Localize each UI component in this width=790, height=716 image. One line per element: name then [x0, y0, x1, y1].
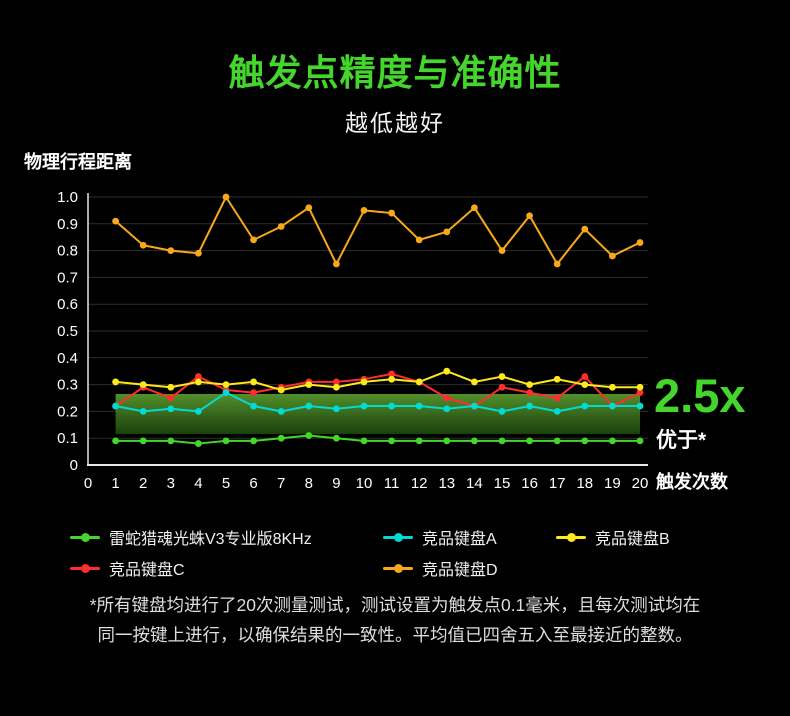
legend-marker-keyboard-d-icon — [383, 563, 413, 573]
svg-text:8: 8 — [305, 475, 313, 492]
svg-text:0.1: 0.1 — [57, 430, 78, 447]
svg-text:1: 1 — [111, 475, 119, 492]
legend-item-razer: 雷蛇猎魂光蛛V3专业版8KHz — [70, 525, 312, 549]
x-axis-title: 触发次数 — [656, 472, 728, 492]
legend-marker-razer-icon — [70, 532, 100, 542]
svg-text:9: 9 — [332, 475, 340, 492]
svg-text:18: 18 — [576, 475, 593, 492]
legend-label-keyboard-c: 竞品键盘C — [109, 562, 185, 579]
highlight-label: 优于* — [656, 429, 707, 452]
highlight-value: 2.5x — [654, 369, 746, 422]
svg-text:20: 20 — [632, 475, 649, 492]
legend-marker-keyboard-c-icon — [70, 563, 100, 573]
footnote-line-1: *所有键盘均进行了20次测量测试，测试设置为触发点0.1毫米，且每次测试均在 — [89, 595, 701, 615]
legend-row-2: 竞品键盘C 竞品键盘D — [0, 556, 790, 580]
svg-text:0.6: 0.6 — [57, 296, 78, 313]
svg-text:15: 15 — [494, 475, 511, 492]
legend-label-razer: 雷蛇猎魂光蛛V3专业版8KHz — [109, 531, 312, 548]
svg-text:6: 6 — [249, 475, 257, 492]
legend-item-keyboard-a: 竞品键盘A — [383, 525, 497, 549]
svg-text:7: 7 — [277, 475, 285, 492]
svg-text:13: 13 — [438, 475, 455, 492]
legend-marker-keyboard-b-icon — [556, 532, 586, 542]
svg-text:0.2: 0.2 — [57, 403, 78, 420]
y-axis-title: 物理行程距离 — [24, 152, 132, 172]
svg-text:0.5: 0.5 — [57, 323, 78, 340]
footnote: *所有键盘均进行了20次测量测试，测试设置为触发点0.1毫米，且每次测试均在 同… — [0, 590, 790, 650]
svg-text:10: 10 — [356, 475, 373, 492]
legend-item-keyboard-c: 竞品键盘C — [70, 556, 185, 580]
legend-label-keyboard-a: 竞品键盘A — [422, 531, 497, 548]
legend-row-1: 雷蛇猎魂光蛛V3专业版8KHz 竞品键盘A 竞品键盘B — [0, 525, 790, 549]
svg-text:2: 2 — [139, 475, 147, 492]
svg-text:5: 5 — [222, 475, 230, 492]
footnote-line-2: 同一按键上进行，以确保结果的一致性。平均值已四舍五入至最接近的整数。 — [97, 625, 693, 645]
svg-text:3: 3 — [167, 475, 175, 492]
svg-text:0.7: 0.7 — [57, 269, 78, 286]
legend-label-keyboard-b: 竞品键盘B — [595, 531, 670, 548]
svg-text:0.9: 0.9 — [57, 216, 78, 233]
legend-item-keyboard-d: 竞品键盘D — [383, 556, 498, 580]
svg-text:17: 17 — [549, 475, 566, 492]
page-subtitle: 越低越好 — [345, 110, 445, 136]
svg-text:0.8: 0.8 — [57, 243, 78, 260]
svg-text:12: 12 — [411, 475, 428, 492]
svg-text:1.0: 1.0 — [57, 189, 78, 206]
svg-text:14: 14 — [466, 475, 483, 492]
svg-text:16: 16 — [521, 475, 538, 492]
svg-text:4: 4 — [194, 475, 202, 492]
legend-marker-keyboard-a-icon — [383, 532, 413, 542]
svg-text:19: 19 — [604, 475, 621, 492]
svg-text:0.3: 0.3 — [57, 377, 78, 394]
svg-text:0: 0 — [70, 457, 78, 474]
legend-item-keyboard-b: 竞品键盘B — [556, 525, 670, 549]
page-title: 触发点精度与准确性 — [228, 52, 562, 93]
svg-text:0: 0 — [84, 475, 92, 492]
svg-text:11: 11 — [384, 475, 400, 492]
legend-label-keyboard-d: 竞品键盘D — [422, 562, 498, 579]
svg-text:0.4: 0.4 — [57, 350, 78, 367]
